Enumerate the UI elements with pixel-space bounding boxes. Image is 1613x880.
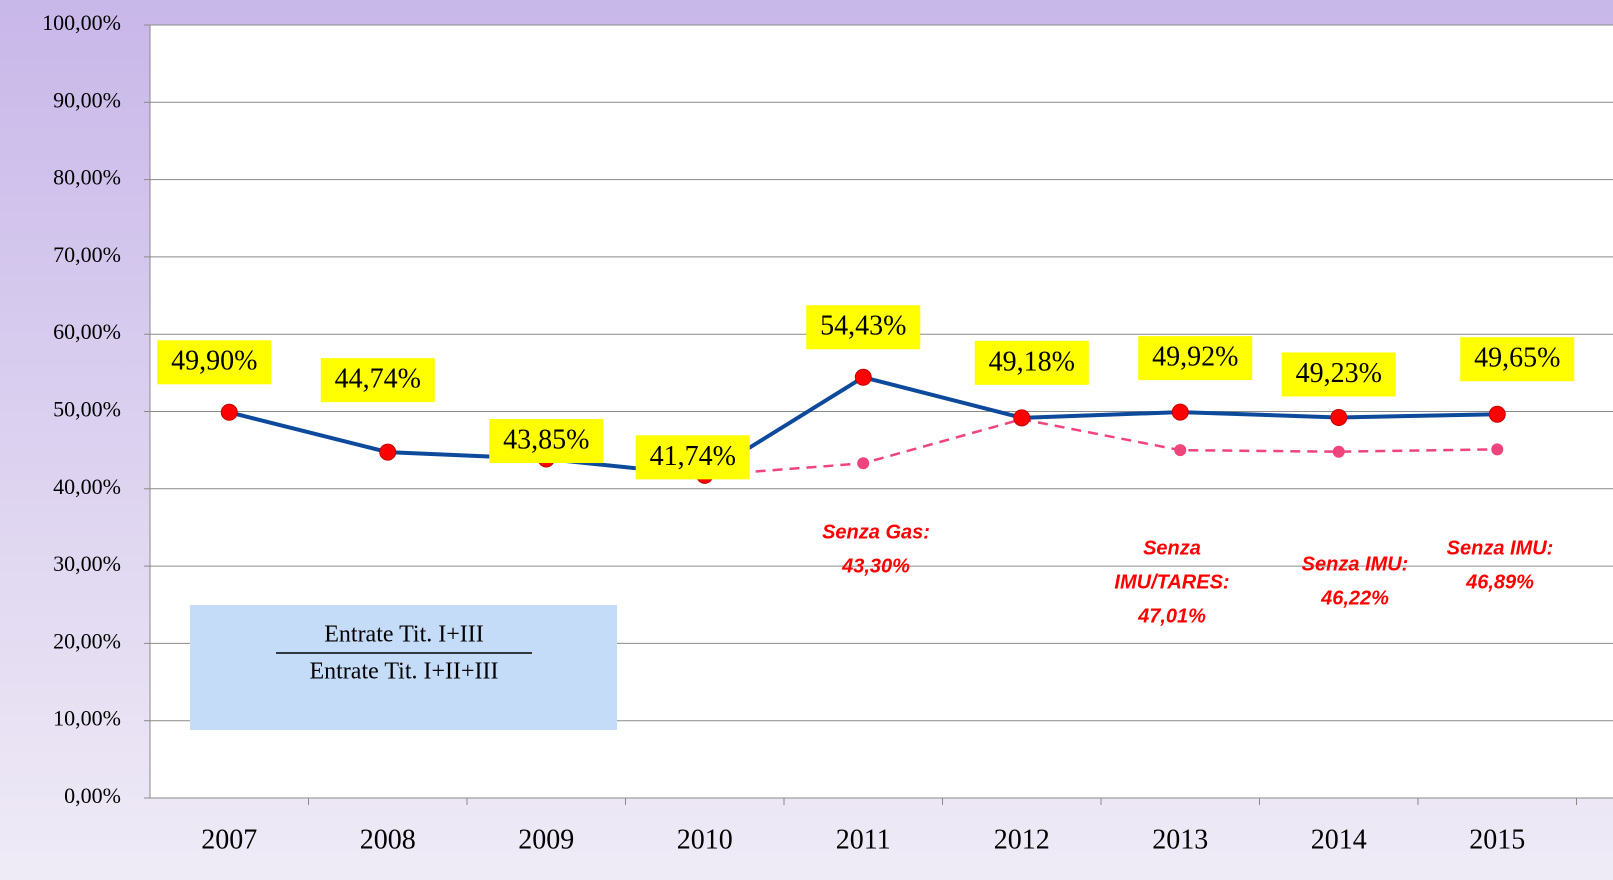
line-series <box>704 417 1498 477</box>
data-label-bg <box>806 305 921 350</box>
y-tick-label: 20,00% <box>53 628 121 653</box>
annotation: Senza IMU: <box>1447 537 1554 559</box>
y-tick-label: 90,00% <box>53 87 121 112</box>
y-tick-label: 80,00% <box>53 165 121 190</box>
point-marker <box>220 403 238 421</box>
x-tick-label: 2014 <box>1311 824 1367 855</box>
annotation: Senza IMU: <box>1302 553 1409 575</box>
point-marker <box>1332 445 1345 458</box>
data-label-bg <box>157 340 272 385</box>
y-tick-label: 30,00% <box>53 551 121 576</box>
point-marker <box>1330 408 1348 426</box>
data-label-bg <box>489 419 604 464</box>
data-label: 41,74% <box>650 441 736 472</box>
x-tick-label: 2012 <box>994 824 1050 855</box>
data-label: 49,92% <box>1152 342 1238 373</box>
x-tick-label: 2010 <box>677 824 733 855</box>
point-marker <box>857 457 870 470</box>
y-tick-label: 50,00% <box>53 397 121 422</box>
data-label: 49,90% <box>171 346 257 377</box>
x-tick-label: 2009 <box>518 824 574 855</box>
data-label: 49,23% <box>1296 358 1382 389</box>
x-tick-label: 2013 <box>1152 824 1208 855</box>
annotation: 47,01% <box>1137 605 1206 627</box>
y-tick-label: 40,00% <box>53 474 121 499</box>
data-label-bg <box>320 358 435 403</box>
y-tick-label: 70,00% <box>53 242 121 267</box>
y-tick-label: 0,00% <box>64 783 121 808</box>
y-tick-label: 10,00% <box>53 706 121 731</box>
annotation: IMU/TARES: <box>1114 571 1229 593</box>
annotation: 46,89% <box>1465 571 1534 593</box>
formula-numerator: Entrate Tit. I+III <box>324 622 484 648</box>
point-marker <box>1491 443 1504 456</box>
data-label-bg <box>635 435 750 480</box>
point-marker <box>1013 409 1031 427</box>
annotation: Senza Gas: <box>822 521 930 543</box>
y-tick-label: 60,00% <box>53 319 121 344</box>
data-label-bg <box>1460 337 1575 382</box>
point-marker <box>379 443 397 461</box>
annotation: Senza <box>1143 537 1201 559</box>
data-label: 44,74% <box>335 364 421 395</box>
x-tick-label: 2008 <box>360 824 416 855</box>
data-label: 49,65% <box>1474 343 1560 374</box>
point-marker <box>854 368 872 386</box>
data-label: 49,18% <box>989 346 1075 377</box>
x-tick-label: 2011 <box>836 824 891 855</box>
data-label-bg <box>974 340 1089 385</box>
formula-box <box>190 605 617 730</box>
formula-denominator: Entrate Tit. I+II+III <box>309 659 498 685</box>
data-label-bg <box>1138 336 1253 381</box>
data-label-bg <box>1281 352 1396 397</box>
y-tick-label: 100,00% <box>42 10 121 35</box>
data-label: 54,43% <box>820 311 906 342</box>
x-tick-label: 2007 <box>201 824 257 855</box>
data-label: 43,85% <box>503 424 589 455</box>
annotation: 43,30% <box>841 555 910 577</box>
annotation: 46,22% <box>1320 587 1389 609</box>
point-marker <box>1488 405 1506 423</box>
point-marker <box>1174 444 1187 457</box>
point-marker <box>1171 403 1189 421</box>
x-tick-label: 2015 <box>1469 824 1525 855</box>
